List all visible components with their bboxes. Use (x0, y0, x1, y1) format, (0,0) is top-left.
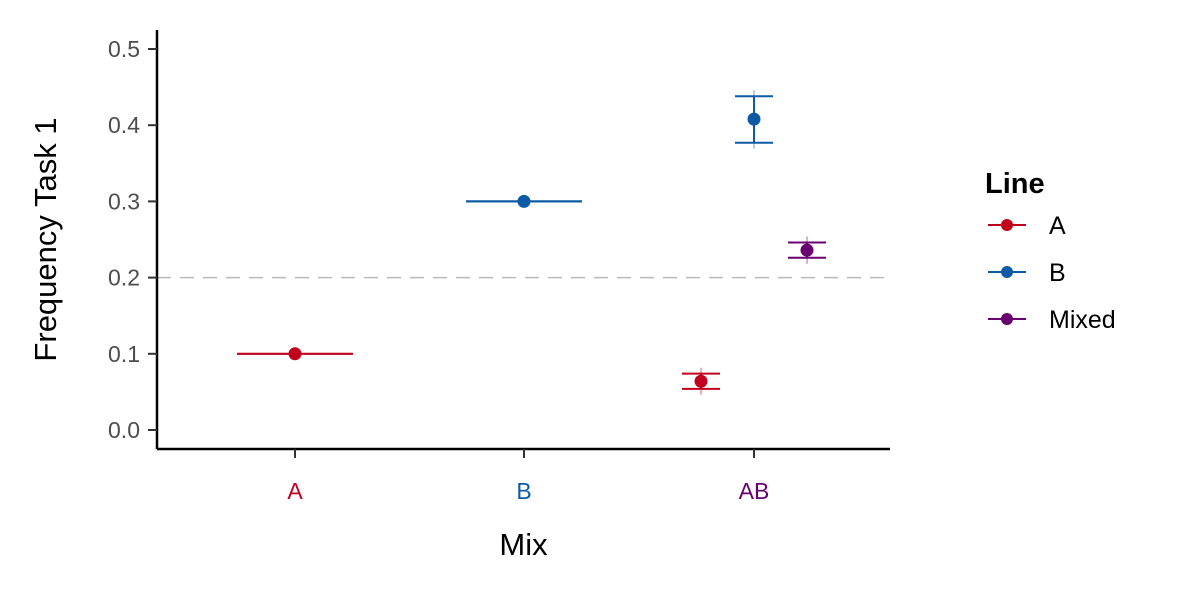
y-tick-label: 0.3 (108, 188, 140, 214)
legend-item: B (988, 259, 1066, 287)
y-tick-label: 0.4 (108, 112, 140, 138)
data-point (747, 112, 761, 126)
legend-label: A (1049, 212, 1066, 240)
y-tick-label: 0.5 (108, 36, 140, 62)
data-point-group (466, 194, 582, 208)
data-point (800, 243, 814, 257)
x-tick-label: B (516, 478, 531, 504)
data-point-group (735, 90, 773, 149)
x-tick-label: A (287, 478, 303, 504)
legend-key-point (1001, 219, 1013, 231)
y-tick-label: 0.2 (108, 265, 140, 291)
legend-item: A (988, 212, 1066, 240)
legend-item: Mixed (988, 306, 1116, 334)
plot-area (157, 90, 890, 395)
x-tick-label: AB (739, 478, 770, 504)
data-point (517, 194, 531, 208)
legend-key-point (1001, 266, 1013, 278)
legend-label: Mixed (1049, 306, 1116, 334)
data-point-group (682, 367, 720, 395)
axes: Mix Frequency Task 1 0.0 0.1 0.2 0.3 0.4 0.5 A… (28, 30, 890, 562)
data-point (288, 347, 302, 361)
y-tick-label: 0.1 (108, 341, 140, 367)
y-tick-label: 0.0 (108, 417, 140, 443)
legend-key-point (1001, 313, 1013, 325)
legend-title: Line (985, 168, 1045, 200)
y-axis-title: Frequency Task 1 (28, 117, 63, 361)
data-point-group (788, 236, 826, 264)
data-point (694, 374, 708, 388)
legend-label: B (1049, 259, 1066, 287)
data-point-group (237, 347, 353, 361)
x-axis-title: Mix (499, 527, 548, 562)
legend: Line AB Mixed (985, 168, 1116, 334)
